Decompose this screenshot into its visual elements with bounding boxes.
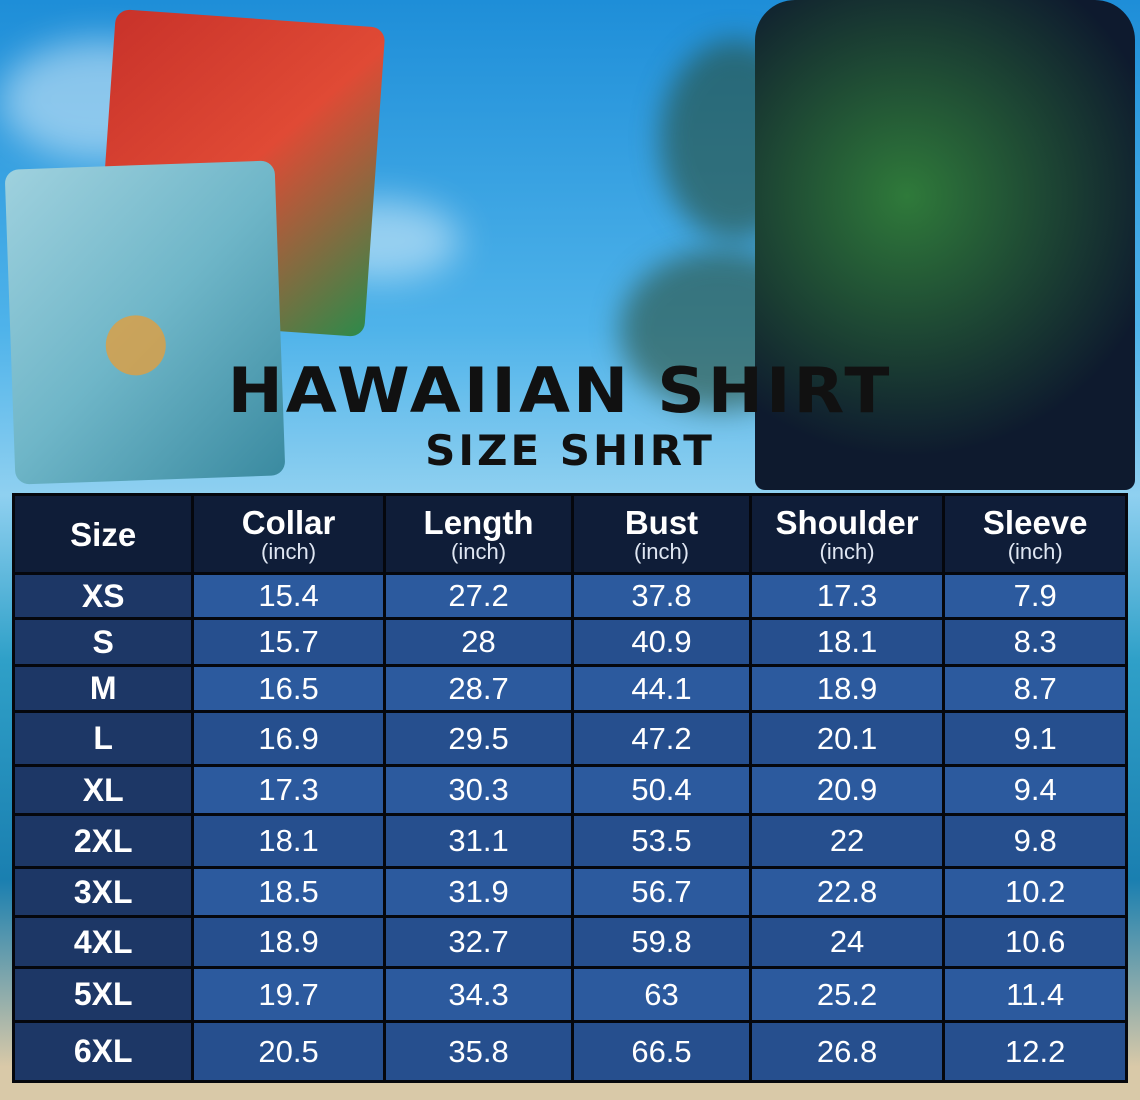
cell-sleeve: 10.6: [942, 915, 1128, 969]
header-unit: (inch): [1007, 538, 1063, 564]
page-subtitle: SIZE SHIRT: [425, 426, 715, 475]
cell-collar: 20.5: [191, 1020, 386, 1083]
header-unit: (inch): [451, 538, 507, 564]
cell-bust: 63: [571, 966, 752, 1023]
header-unit: (inch): [819, 538, 875, 564]
cell-collar: 16.9: [191, 710, 386, 767]
table-row: L 16.9 29.5 47.2 20.1 9.1: [11, 710, 1128, 767]
cell-length: 31.9: [382, 866, 575, 918]
cell-sleeve: 7.9: [942, 572, 1128, 620]
header-row: Size Collar (inch) Length (inch) Bust (inch…: [11, 493, 1128, 575]
cell-size: 5XL: [11, 966, 195, 1023]
cell-collar: 18.5: [191, 866, 386, 918]
table-row: XL 17.3 30.3 50.4 20.9 9.4: [11, 764, 1128, 816]
table-row: S 15.7 28 40.9 18.1 8.3: [11, 617, 1128, 667]
cell-bust: 37.8: [571, 572, 752, 620]
cell-length: 32.7: [382, 915, 575, 969]
cell-shoulder: 18.1: [748, 617, 946, 667]
cell-shoulder: 18.9: [748, 664, 946, 713]
cell-collar: 19.7: [191, 966, 386, 1023]
table-row: XS 15.4 27.2 37.8 17.3 7.9: [11, 572, 1128, 620]
cell-length: 35.8: [382, 1020, 575, 1083]
cell-bust: 50.4: [571, 764, 752, 816]
cell-sleeve: 11.4: [942, 966, 1128, 1023]
header-length: Length (inch): [382, 493, 575, 575]
cell-bust: 59.8: [571, 915, 752, 969]
size-chart-table: Size Collar (inch) Length (inch) Bust (inch…: [11, 493, 1128, 1083]
cell-sleeve: 8.7: [942, 664, 1128, 713]
header-label: Size: [70, 515, 137, 553]
cell-size: XL: [11, 764, 195, 816]
cell-length: 27.2: [382, 572, 575, 620]
cell-size: 2XL: [11, 813, 195, 869]
cell-collar: 17.3: [191, 764, 386, 816]
cell-collar: 15.7: [191, 617, 386, 667]
cell-shoulder: 26.8: [748, 1020, 946, 1083]
cell-size: 4XL: [11, 915, 195, 969]
cell-length: 30.3: [382, 764, 575, 816]
cell-sleeve: 9.8: [942, 813, 1128, 869]
cell-sleeve: 8.3: [942, 617, 1128, 667]
table-row: 3XL 18.5 31.9 56.7 22.8 10.2: [11, 866, 1128, 918]
table-row: 4XL 18.9 32.7 59.8 24 10.6: [11, 915, 1128, 969]
header-sleeve: Sleeve (inch): [942, 493, 1128, 575]
cell-size: M: [11, 664, 195, 713]
cell-bust: 40.9: [571, 617, 752, 667]
header-shoulder: Shoulder (inch): [748, 493, 946, 575]
table-row: 6XL 20.5 35.8 66.5 26.8 12.2: [11, 1020, 1128, 1083]
header-collar: Collar (inch): [191, 493, 386, 575]
cell-bust: 53.5: [571, 813, 752, 869]
cell-shoulder: 24: [748, 915, 946, 969]
cell-size: 6XL: [11, 1020, 195, 1083]
header-unit: (inch): [634, 538, 690, 564]
cell-collar: 15.4: [191, 572, 386, 620]
table-row: M 16.5 28.7 44.1 18.9 8.7: [11, 664, 1128, 713]
cell-length: 31.1: [382, 813, 575, 869]
header-size: Size: [11, 493, 195, 575]
cell-sleeve: 12.2: [942, 1020, 1128, 1083]
header-label: Length: [423, 503, 534, 541]
header-label: Bust: [624, 503, 699, 541]
model-wearing-flamingo-shirt-image: [755, 0, 1135, 490]
cell-shoulder: 20.9: [748, 764, 946, 816]
cell-sleeve: 9.1: [942, 710, 1128, 767]
cell-length: 29.5: [382, 710, 575, 767]
header-label: Shoulder: [775, 503, 919, 541]
cell-size: L: [11, 710, 195, 767]
cell-shoulder: 25.2: [748, 966, 946, 1023]
cell-bust: 47.2: [571, 710, 752, 767]
header-label: Collar: [241, 503, 336, 541]
cell-sleeve: 9.4: [942, 764, 1128, 816]
cell-bust: 44.1: [571, 664, 752, 713]
cell-collar: 18.9: [191, 915, 386, 969]
cell-length: 28: [382, 617, 575, 667]
cell-bust: 66.5: [571, 1020, 752, 1083]
cell-collar: 16.5: [191, 664, 386, 713]
header-bust: Bust (inch): [571, 493, 752, 575]
cell-size: S: [11, 617, 195, 667]
cell-size: 3XL: [11, 866, 195, 918]
table-row: 2XL 18.1 31.1 53.5 22 9.8: [11, 813, 1128, 869]
cell-sleeve: 10.2: [942, 866, 1128, 918]
header-unit: (inch): [261, 538, 317, 564]
cell-length: 34.3: [382, 966, 575, 1023]
cell-bust: 56.7: [571, 866, 752, 918]
page-title: HAWAIIAN SHIRT: [227, 353, 893, 428]
header-label: Sleeve: [982, 503, 1088, 541]
cell-shoulder: 17.3: [748, 572, 946, 620]
cell-size: XS: [11, 572, 195, 620]
table-row: 5XL 19.7 34.3 63 25.2 11.4: [11, 966, 1128, 1023]
cell-collar: 18.1: [191, 813, 386, 869]
cell-length: 28.7: [382, 664, 575, 713]
cell-shoulder: 20.1: [748, 710, 946, 767]
cell-shoulder: 22.8: [748, 866, 946, 918]
cell-shoulder: 22: [748, 813, 946, 869]
